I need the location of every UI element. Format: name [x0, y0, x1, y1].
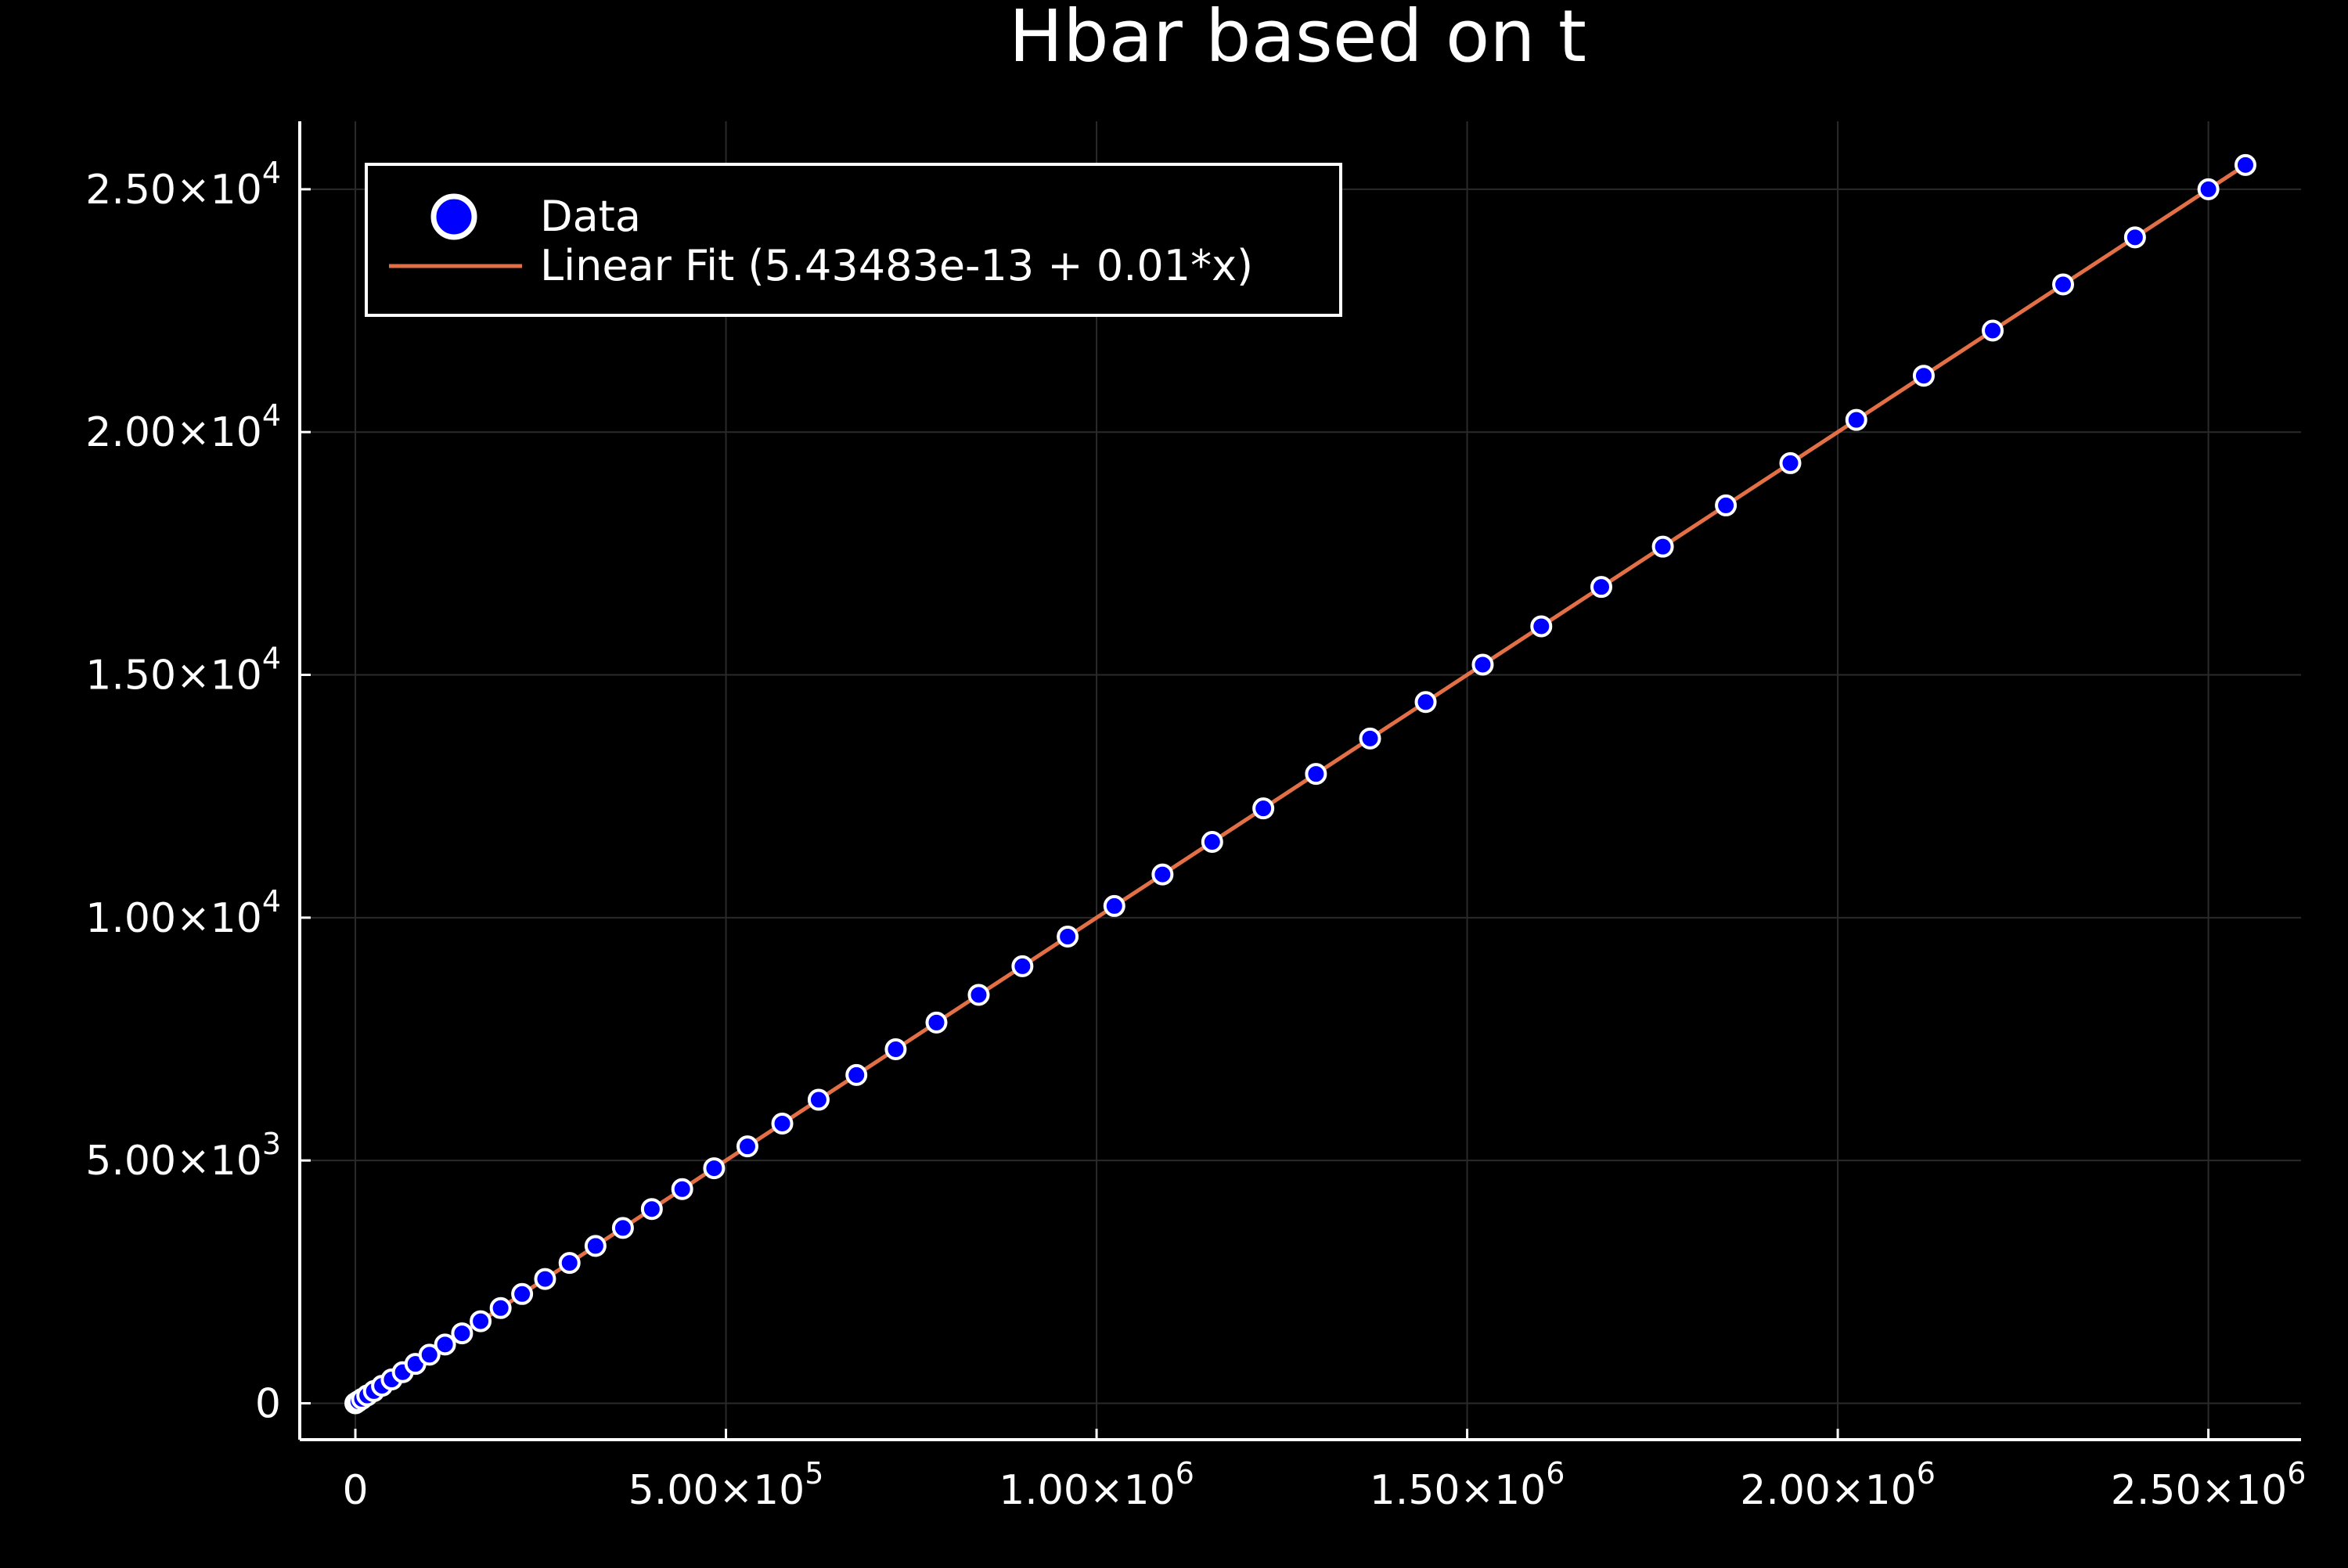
data-point [434, 1333, 456, 1356]
legend-marker-data [430, 193, 477, 240]
legend-label-data: Data [540, 192, 641, 241]
data-point [489, 1296, 512, 1319]
data-point [1982, 319, 2004, 342]
data-point [1912, 365, 1935, 387]
axes [298, 121, 2301, 1441]
data-point [1590, 576, 1612, 599]
data-point [736, 1135, 759, 1158]
data-point [558, 1252, 581, 1275]
x-tick-label: 1.00×106 [999, 1456, 1194, 1514]
data-point [1359, 727, 1381, 750]
data-point [2234, 153, 2256, 176]
x-tick-label: 2.00×106 [1740, 1456, 1936, 1514]
data-point [2052, 273, 2075, 296]
y-tick-label: 0 [255, 1380, 281, 1427]
tick-labels: 0 5.00×105 1.00×106 1.50×106 2.00×106 2.50×10… [85, 156, 2306, 1514]
data-point [451, 1322, 474, 1345]
data-point [1651, 535, 1674, 558]
legend-label-fit: Linear Fit (5.43483e-13 + 0.01*x) [540, 241, 1253, 290]
legend-box [365, 163, 1342, 317]
data-point [771, 1112, 794, 1135]
data-point [807, 1088, 830, 1111]
x-tick-label: 5.00×105 [628, 1456, 824, 1514]
y-tick-label: 1.50×104 [85, 642, 281, 699]
x-tick-label: 2.50×106 [2111, 1456, 2307, 1514]
y-tick-label: 2.00×104 [85, 398, 281, 456]
data-point [925, 1011, 948, 1034]
data-point [470, 1310, 492, 1332]
data-point [671, 1178, 693, 1200]
data-point [1103, 894, 1125, 917]
data-point [511, 1282, 534, 1305]
x-tick-label: 0 [342, 1467, 368, 1514]
y-tick-label: 1.00×104 [85, 884, 281, 942]
data-point [2197, 178, 2220, 200]
data-point [1201, 831, 1223, 854]
data-point [884, 1038, 907, 1061]
chart-title: Hbar based on t [1009, 0, 1586, 78]
data-point [967, 984, 990, 1006]
data-point [2123, 226, 2146, 249]
data-point [584, 1235, 607, 1257]
data-point [418, 1343, 441, 1366]
data-point [1252, 797, 1275, 820]
data-points [344, 153, 2256, 1415]
data-point [534, 1268, 556, 1290]
data-point [845, 1063, 868, 1086]
data-point [1414, 691, 1437, 714]
data-point [1011, 955, 1034, 977]
data-point [1151, 863, 1174, 886]
data-point [1845, 408, 1867, 431]
data-point [1057, 926, 1079, 948]
data-point [1471, 653, 1494, 676]
y-tick-label: 2.50×104 [85, 156, 281, 214]
data-point [1530, 615, 1553, 638]
data-point [703, 1157, 726, 1180]
data-point [611, 1217, 634, 1239]
x-tick-label: 1.50×106 [1370, 1456, 1565, 1514]
data-point [640, 1198, 663, 1221]
y-tick-label: 5.00×103 [85, 1127, 281, 1185]
data-point [1305, 763, 1327, 786]
grid-lines [300, 121, 2301, 1440]
data-point [1715, 494, 1738, 516]
data-point [1779, 451, 1802, 474]
